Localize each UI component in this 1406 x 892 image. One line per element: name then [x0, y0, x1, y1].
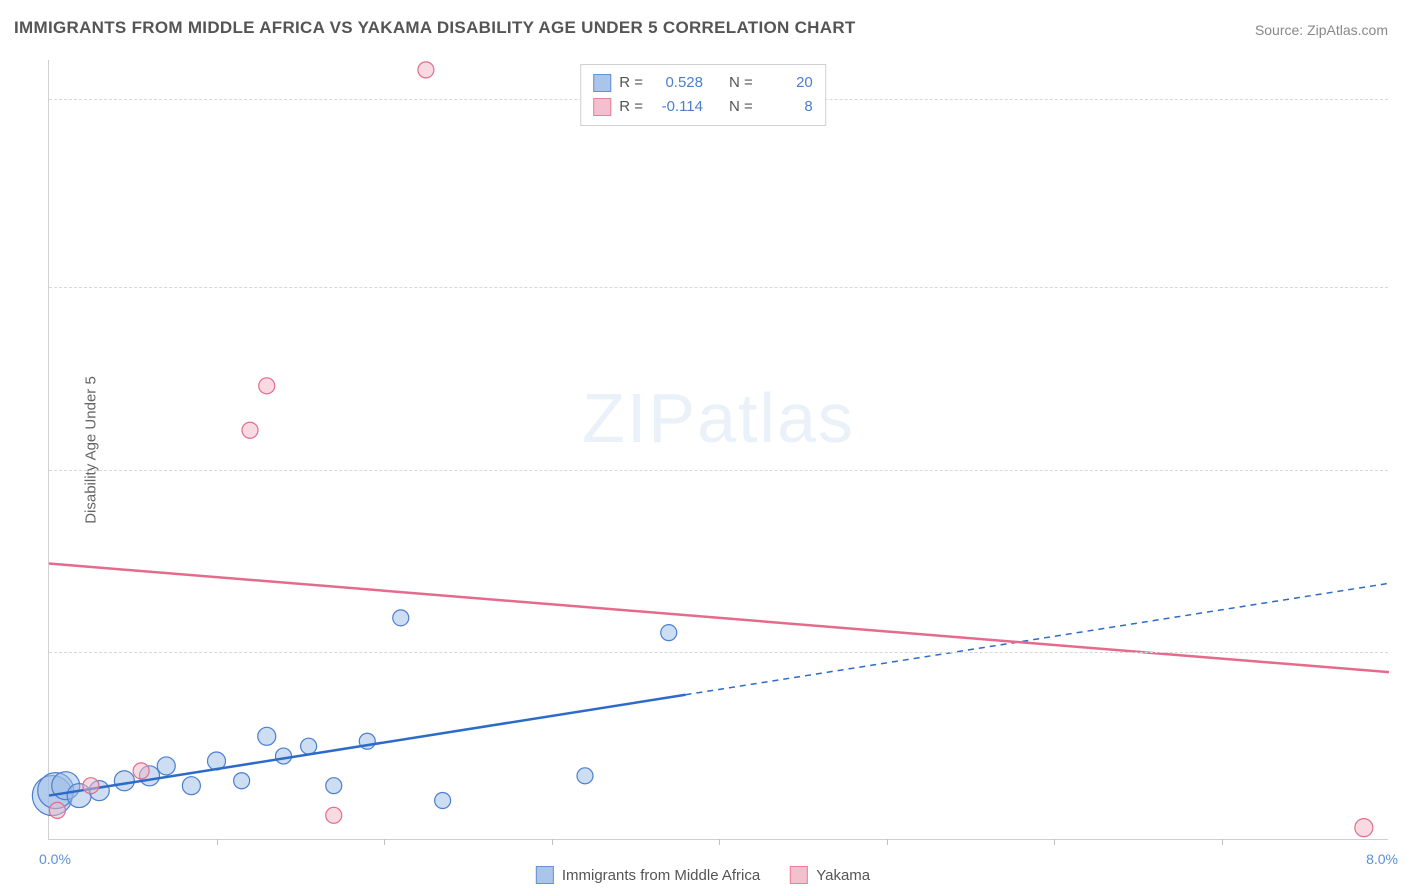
gridline-h — [49, 287, 1388, 288]
regression-line-dashed — [686, 583, 1390, 694]
legend-label-series-2: Yakama — [816, 867, 870, 884]
data-point — [276, 748, 292, 764]
r-label: R = — [619, 71, 643, 95]
stats-legend: R = 0.528 N = 20 R = -0.114 N = 8 — [580, 64, 826, 126]
data-point — [1355, 819, 1373, 837]
legend-item-series-2: Yakama — [790, 866, 870, 884]
data-point — [326, 778, 342, 794]
stats-row-series-2: R = -0.114 N = 8 — [593, 95, 813, 119]
data-point — [258, 727, 276, 745]
regression-line — [49, 564, 1389, 673]
chart-title: IMMIGRANTS FROM MIDDLE AFRICA VS YAKAMA … — [14, 18, 856, 38]
data-point — [661, 625, 677, 641]
y-tick-label: 15.0% — [1398, 91, 1406, 107]
n-label: N = — [729, 71, 753, 95]
legend-item-series-1: Immigrants from Middle Africa — [536, 866, 760, 884]
legend-label-series-1: Immigrants from Middle Africa — [562, 867, 760, 884]
data-point — [83, 778, 99, 794]
data-point — [242, 422, 258, 438]
data-point — [301, 738, 317, 754]
swatch-series-2 — [593, 98, 611, 116]
swatch-series-1 — [593, 74, 611, 92]
x-axis-max-label: 8.0% — [1366, 851, 1398, 867]
y-tick-label: 11.2% — [1398, 279, 1406, 295]
data-point — [259, 378, 275, 394]
data-point — [49, 802, 65, 818]
data-point — [435, 793, 451, 809]
bottom-legend: Immigrants from Middle Africa Yakama — [536, 866, 870, 884]
x-tick — [552, 839, 553, 845]
data-point — [133, 763, 149, 779]
x-axis-min-label: 0.0% — [39, 851, 71, 867]
swatch-series-2 — [790, 866, 808, 884]
gridline-h — [49, 652, 1388, 653]
r-value-series-2: -0.114 — [651, 95, 703, 119]
data-point — [326, 807, 342, 823]
x-tick — [1222, 839, 1223, 845]
r-value-series-1: 0.528 — [651, 71, 703, 95]
y-tick-label: 7.5% — [1398, 462, 1406, 478]
source-attribution: Source: ZipAtlas.com — [1255, 22, 1388, 38]
n-value-series-2: 8 — [761, 95, 813, 119]
y-tick-label: 3.8% — [1398, 644, 1406, 660]
data-point — [577, 768, 593, 784]
x-tick — [384, 839, 385, 845]
data-point — [393, 610, 409, 626]
n-label: N = — [729, 95, 753, 119]
data-point — [234, 773, 250, 789]
swatch-series-1 — [536, 866, 554, 884]
n-value-series-1: 20 — [761, 71, 813, 95]
x-tick — [1054, 839, 1055, 845]
plot-area: Disability Age Under 5 ZIPatlas 0.0% 8.0… — [48, 60, 1388, 840]
r-label: R = — [619, 95, 643, 119]
data-point — [182, 777, 200, 795]
data-point — [418, 62, 434, 78]
chart-canvas — [49, 60, 1388, 839]
stats-row-series-1: R = 0.528 N = 20 — [593, 71, 813, 95]
gridline-h — [49, 470, 1388, 471]
x-tick — [217, 839, 218, 845]
x-tick — [719, 839, 720, 845]
data-point — [114, 771, 134, 791]
data-point — [157, 757, 175, 775]
x-tick — [887, 839, 888, 845]
